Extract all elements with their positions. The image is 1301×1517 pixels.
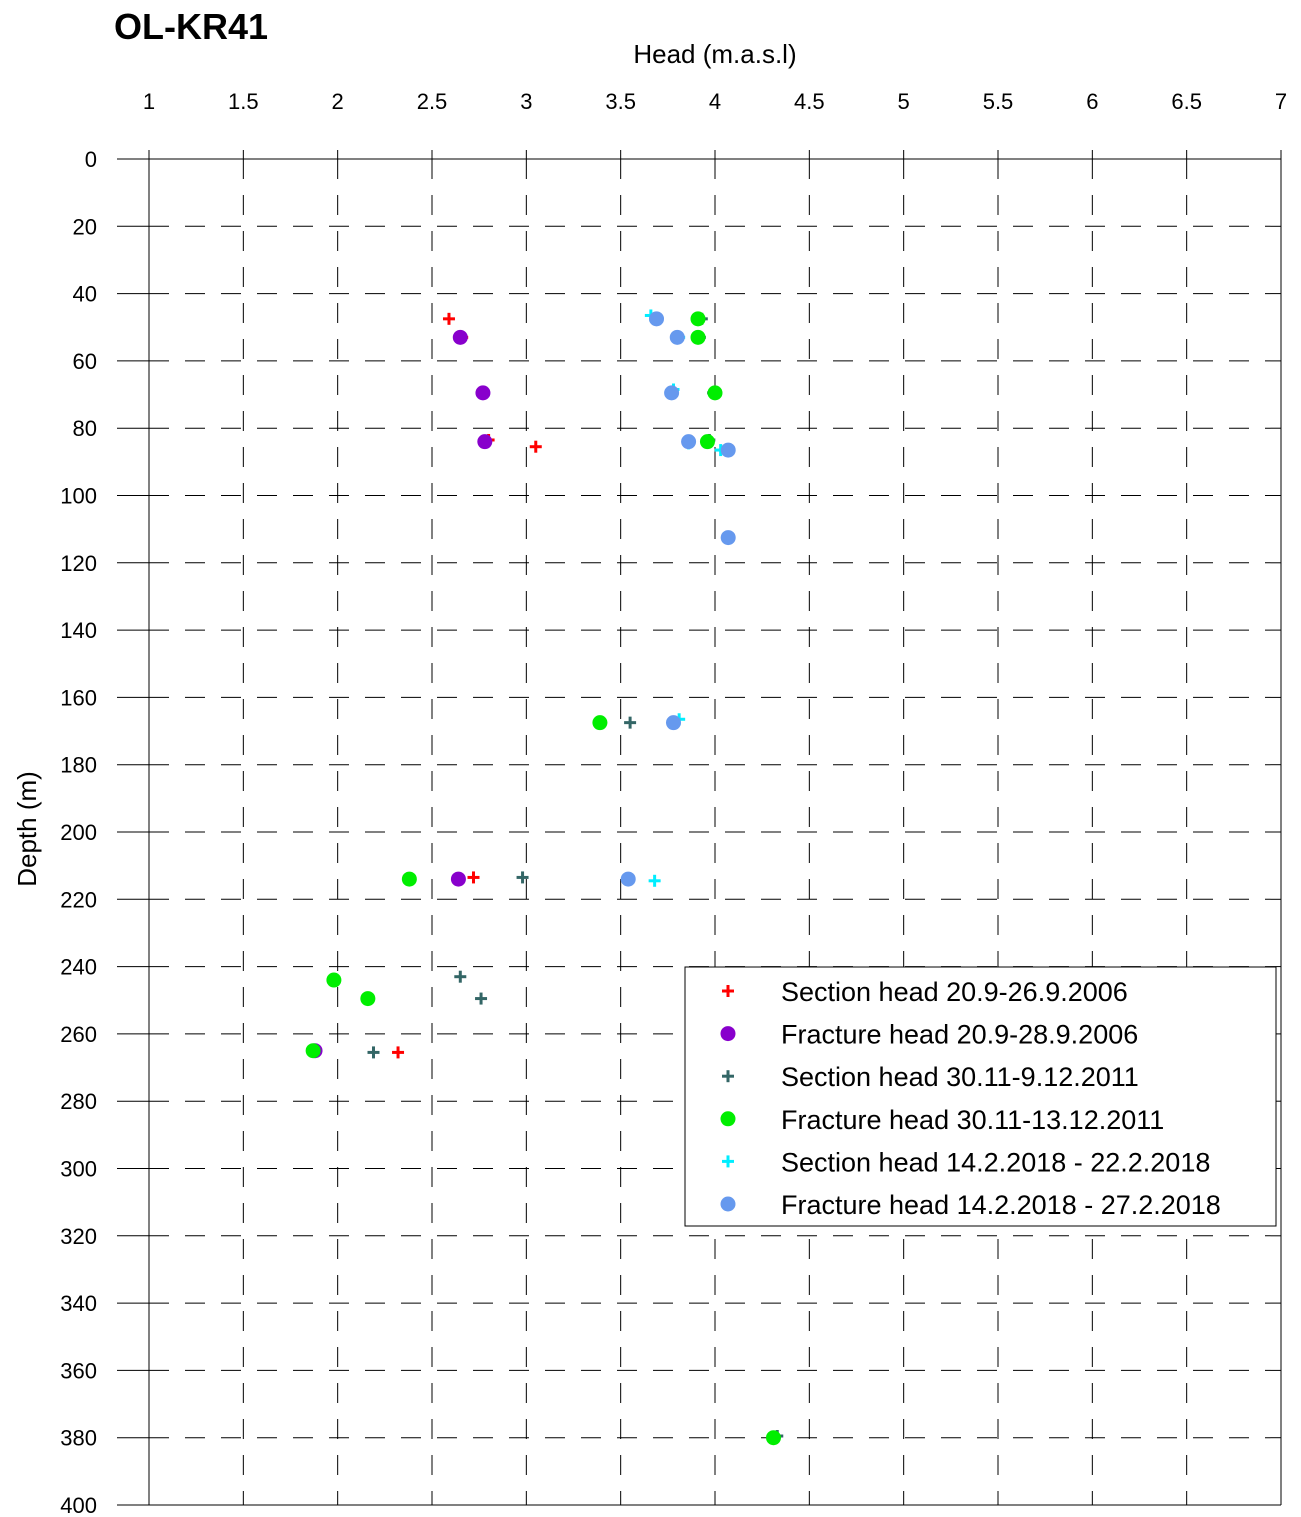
- data-point-plus: [648, 874, 661, 887]
- x-axis-label: Head (m.a.s.l): [633, 39, 796, 69]
- grid-layer: [149, 159, 1281, 1505]
- data-point-circle: [765, 1430, 781, 1446]
- y-tick-label: 300: [60, 1157, 97, 1182]
- y-axis-label: Depth (m): [12, 771, 42, 887]
- data-point-circle: [707, 385, 723, 401]
- y-tick-label: 240: [60, 955, 97, 980]
- series-6: [620, 311, 736, 887]
- y-tick-label: 320: [60, 1224, 97, 1249]
- chart-title: OL-KR41: [114, 6, 269, 47]
- y-tick-label: 100: [60, 484, 97, 509]
- legend-layer: Section head 20.9-26.9.2006 Fracture head…: [684, 966, 1277, 1227]
- data-point-circle: [720, 442, 736, 458]
- x-tick-label: 7: [1275, 89, 1287, 114]
- x-tick-label: 5.5: [983, 89, 1014, 114]
- legend-marker: [722, 985, 734, 997]
- data-point-plus: [475, 992, 488, 1005]
- x-tick-label: 5: [898, 89, 910, 114]
- data-point-circle: [450, 871, 466, 887]
- data-point-circle: [690, 329, 706, 345]
- series-2: [307, 329, 493, 1059]
- legend-marker: [722, 1155, 734, 1168]
- y-tick-label: 80: [73, 416, 97, 441]
- data-point-circle: [401, 871, 417, 887]
- data-point-circle: [452, 329, 468, 345]
- y-tick-label: 360: [60, 1358, 97, 1383]
- data-point-plus: [442, 312, 455, 325]
- data-point-circle: [665, 715, 681, 731]
- data-point-circle: [305, 1043, 321, 1059]
- legend-label: Section head 14.2.2018 - 22.2.2018: [781, 1147, 1210, 1177]
- data-point-circle: [720, 530, 736, 546]
- y-tick-label: 380: [60, 1426, 97, 1451]
- y-tick-label: 160: [60, 685, 97, 710]
- data-point-circle: [649, 311, 665, 327]
- data-point-circle: [620, 871, 636, 887]
- y-tick-label: 40: [73, 282, 97, 307]
- x-tick-label: 6.5: [1171, 89, 1202, 114]
- data-point-circle: [475, 385, 491, 401]
- x-tick-label: 3.5: [605, 89, 636, 114]
- series-4: [305, 311, 781, 1446]
- data-point-circle: [592, 715, 608, 731]
- legend-marker: [720, 1111, 736, 1127]
- data-point-plus: [467, 871, 480, 884]
- ticks-layer: 1 1.5 2 2.5 3 3.5 4 4.5 5 5.5 6 6.5 7 0 20 40 60 80 100 120…: [60, 89, 1287, 1517]
- y-tick-label: 260: [60, 1022, 97, 1047]
- y-tick-label: 400: [60, 1493, 97, 1517]
- data-point-circle: [326, 972, 342, 988]
- data-point-circle: [477, 434, 493, 450]
- x-tick-label: 1.5: [228, 89, 259, 114]
- legend-label: Fracture head 30.11-13.12.2011: [781, 1105, 1164, 1135]
- y-tick-label: 340: [60, 1291, 97, 1316]
- y-tick-label: 220: [60, 887, 97, 912]
- y-tick-label: 20: [73, 214, 97, 239]
- data-point-plus: [367, 1046, 380, 1059]
- data-point-circle: [681, 434, 697, 450]
- data-point-circle: [699, 434, 715, 450]
- data-point-plus: [454, 970, 467, 983]
- legend-label: Section head 20.9-26.9.2006: [781, 977, 1128, 1007]
- y-tick-label: 200: [60, 820, 97, 845]
- series-3: [367, 312, 784, 1443]
- x-tick-label: 4: [709, 89, 721, 114]
- x-tick-label: 2.5: [417, 89, 448, 114]
- x-tick-label: 4.5: [794, 89, 825, 114]
- marks-layer: [305, 309, 784, 1446]
- data-point-plus: [516, 871, 529, 884]
- x-tick-label: 6: [1086, 89, 1098, 114]
- legend-label: Fracture head 14.2.2018 - 27.2.2018: [781, 1190, 1221, 1220]
- legend-marker: [720, 1026, 736, 1042]
- data-point-plus: [624, 716, 637, 729]
- y-tick-label: 60: [73, 349, 97, 374]
- x-tick-label: 2: [332, 89, 344, 114]
- data-point-circle: [669, 329, 685, 345]
- data-point-circle: [690, 311, 706, 327]
- data-point-plus: [529, 440, 542, 453]
- legend-marker: [720, 1196, 736, 1212]
- axes-layer: Head (m.a.s.l) Depth (m): [12, 39, 1282, 1506]
- legend-marker: [722, 1070, 734, 1083]
- series-1: [392, 312, 542, 1059]
- legend-label: Fracture head 20.9-28.9.2006: [781, 1020, 1138, 1050]
- y-tick-label: 0: [85, 147, 97, 172]
- data-point-circle: [360, 991, 376, 1007]
- y-tick-label: 280: [60, 1089, 97, 1114]
- data-point-plus: [392, 1046, 405, 1059]
- y-tick-label: 120: [60, 551, 97, 576]
- legend-label: Section head 30.11-9.12.2011: [781, 1062, 1139, 1092]
- y-tick-label: 180: [60, 753, 97, 778]
- y-tick-label: 140: [60, 618, 97, 643]
- data-point-circle: [664, 385, 680, 401]
- x-tick-label: 3: [520, 89, 532, 114]
- legend-box: [684, 966, 1277, 1227]
- x-tick-label: 1: [143, 89, 155, 114]
